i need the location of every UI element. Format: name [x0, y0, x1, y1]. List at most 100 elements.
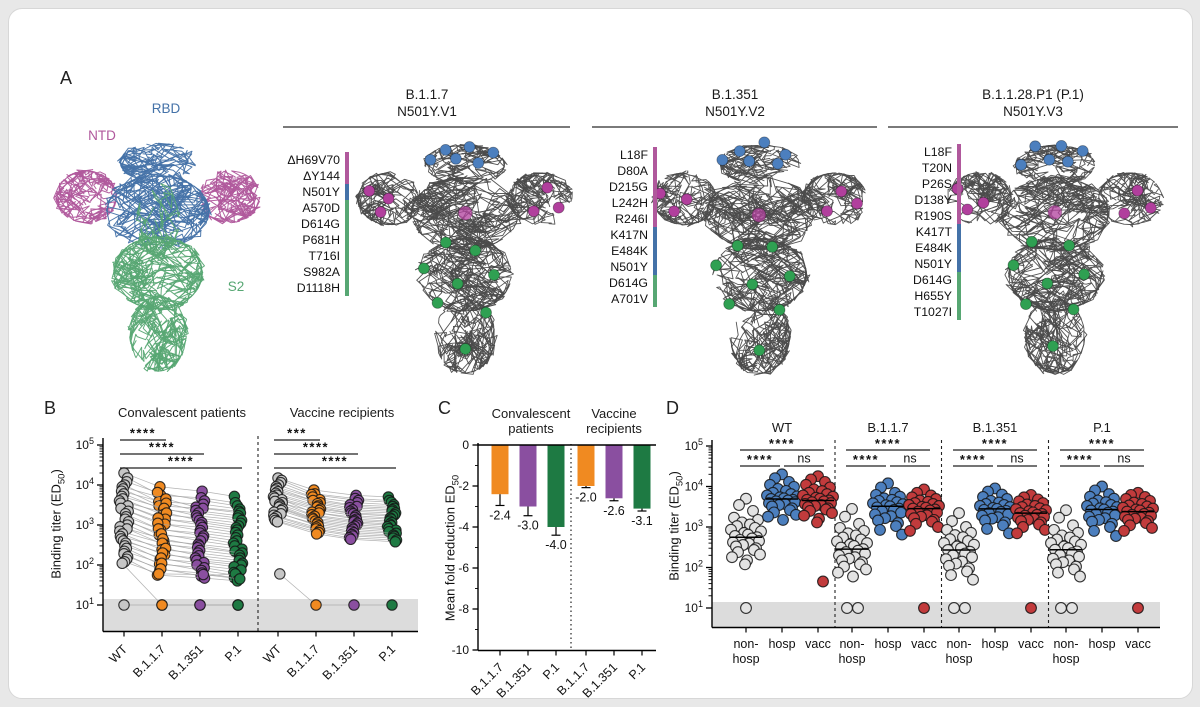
- pair-line: [275, 520, 397, 541]
- pair-line: [277, 521, 396, 543]
- mutation-site-marker: [758, 136, 771, 149]
- mutation-label: T20N: [921, 161, 952, 175]
- significance-stars: ****: [769, 436, 795, 451]
- d-y-axis-label: Binding titer (ED50): [667, 471, 686, 581]
- title-line: patients: [508, 421, 554, 436]
- y-tick-label: -4: [458, 520, 469, 534]
- pair-line: [280, 482, 392, 503]
- pair-line: [123, 540, 242, 566]
- mutation-site-marker: [723, 298, 736, 310]
- mutation-label: D138Y: [914, 193, 952, 207]
- panel-c-plot: -2.4B.1.1.7-3.0B.1.351-4.0P.1-2.0B.1.1.7…: [452, 438, 656, 701]
- x-tick-label: non-: [946, 637, 971, 651]
- titer-dot: [1052, 566, 1064, 579]
- mutation-label: L18F: [923, 145, 952, 159]
- pair-line: [274, 518, 394, 539]
- variant-clade: N501Y.V2: [705, 104, 765, 119]
- mutation-domain-bar: [653, 147, 657, 307]
- mutation-site-marker: [527, 205, 540, 218]
- mutation-site-marker: [783, 270, 796, 283]
- mutation-domain-bar: [345, 152, 349, 296]
- fold-reduction-bar: [491, 445, 509, 495]
- title-rule: [592, 126, 877, 128]
- titer-dot: [904, 524, 916, 537]
- titer-dot: [747, 504, 759, 517]
- mutation-label: D215G: [609, 180, 648, 194]
- x-tick-label: hosp: [1088, 637, 1115, 651]
- titer-dot: [946, 515, 958, 528]
- pair-line: [125, 516, 237, 542]
- titer-dot: [826, 507, 838, 520]
- pair-line: [277, 491, 393, 512]
- y-tick-label: 105: [76, 436, 94, 452]
- pair-line: [121, 563, 238, 606]
- ylabel-text: Binding titer (ED: [666, 486, 682, 581]
- mutation-site-marker: [382, 192, 395, 205]
- pair-line: [125, 513, 236, 539]
- pair-line: [273, 514, 394, 536]
- titer-dot: [152, 568, 165, 580]
- significance-stars: ****: [875, 436, 901, 451]
- convalescent-title: Convalescent patients: [118, 405, 246, 420]
- pair-line: [119, 530, 240, 556]
- titer-dot: [1146, 521, 1158, 534]
- titer-dot: [1118, 524, 1130, 537]
- pair-line: [281, 480, 390, 501]
- x-tick-label: P.1: [540, 660, 562, 682]
- titer-dot: [116, 557, 128, 570]
- pair-line: [120, 508, 236, 533]
- titer-dot: [874, 523, 886, 536]
- mutation-site-marker: [977, 196, 990, 209]
- mutation-site-marker: [961, 203, 974, 216]
- domain-bar-s2: [345, 200, 349, 296]
- titer-dot: [945, 569, 957, 582]
- mutation-site-marker: [710, 259, 722, 272]
- x-tick-label: non-: [839, 637, 864, 651]
- bar-value-label: -2.6: [603, 504, 625, 518]
- panel-a-label: A: [60, 68, 73, 88]
- mutation-label: D614G: [301, 217, 340, 231]
- title-rule: [283, 126, 570, 128]
- mutation-label: P681H: [302, 233, 340, 247]
- fold-reduction-bar: [547, 445, 565, 527]
- d-title-p1: P.1: [1093, 420, 1111, 435]
- mutation-label: D1118H: [296, 281, 340, 295]
- x-tick-label: hosp: [1052, 652, 1079, 666]
- titer-dot: [852, 602, 864, 614]
- mutation-site-marker: [1047, 340, 1059, 353]
- fold-reduction-bar: [519, 445, 537, 507]
- x-tick-label: B.1.1.7: [130, 642, 168, 680]
- x-tick-label: vacc: [911, 637, 937, 651]
- domain-bar-ntd: [345, 152, 349, 184]
- pair-line: [128, 521, 235, 547]
- titer-dot: [841, 602, 853, 614]
- ylabel-sub: 50: [674, 475, 686, 487]
- y-tick-label: 102: [685, 559, 703, 575]
- pair-line: [279, 506, 388, 528]
- figure-card: [8, 8, 1193, 699]
- y-tick-label: 103: [76, 516, 94, 532]
- mutation-site-marker: [773, 303, 786, 316]
- titer-dot: [967, 573, 979, 586]
- pair-line: [276, 516, 395, 537]
- mutation-label: K417N: [610, 228, 648, 242]
- titer-dot: [811, 516, 823, 529]
- mutation-label: L242H: [611, 196, 648, 210]
- significance-stars: ****: [853, 452, 879, 467]
- titer-dot: [754, 548, 766, 561]
- mutation-site-marker: [779, 148, 792, 161]
- fold-reduction-bar: [633, 445, 651, 509]
- mutation-site-marker: [449, 152, 462, 165]
- x-tick-label: non-: [733, 637, 758, 651]
- ns-label: ns: [1117, 452, 1130, 466]
- pair-line: [275, 492, 396, 514]
- titer-dot: [1073, 550, 1085, 563]
- ns-label: ns: [1010, 452, 1023, 466]
- mutation-label: L18F: [619, 148, 648, 162]
- pair-line: [275, 489, 393, 511]
- mutation-label: K417T: [915, 225, 952, 239]
- domain-bar-rbd: [653, 227, 657, 275]
- ylabel-text: Binding titer (ED: [48, 484, 64, 579]
- limit-of-detection-band: [103, 599, 418, 632]
